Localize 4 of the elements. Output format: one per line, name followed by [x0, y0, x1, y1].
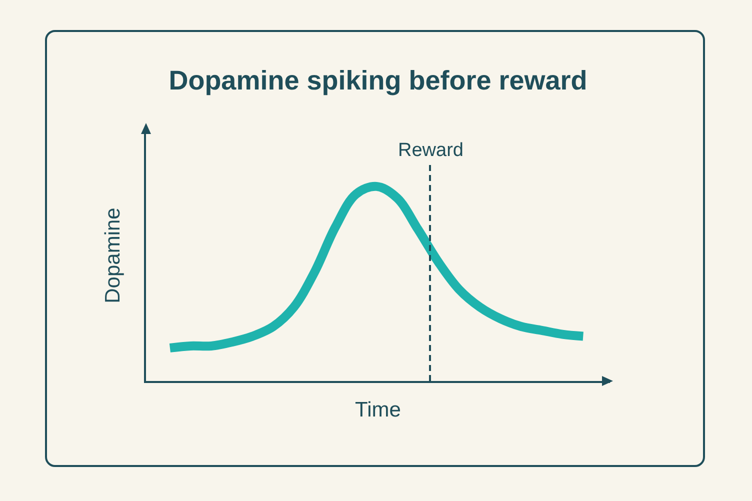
- y-axis-title: Dopamine: [102, 208, 125, 304]
- chart-title: Dopamine spiking before reward: [168, 66, 588, 96]
- x-axis-title: Time: [355, 398, 401, 422]
- text: Reward: [398, 140, 464, 161]
